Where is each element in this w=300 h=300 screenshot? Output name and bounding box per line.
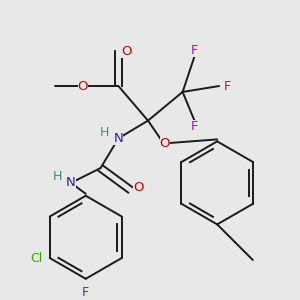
Text: F: F (191, 44, 198, 57)
Text: Cl: Cl (30, 251, 42, 265)
Text: F: F (82, 286, 89, 299)
Text: F: F (224, 80, 231, 92)
Text: O: O (121, 45, 131, 58)
Text: O: O (133, 181, 143, 194)
Text: N: N (113, 132, 123, 145)
Text: N: N (66, 176, 76, 189)
Text: O: O (77, 80, 88, 92)
Text: H: H (100, 126, 109, 139)
Text: H: H (52, 170, 62, 184)
Text: F: F (191, 120, 198, 133)
Text: O: O (160, 137, 170, 150)
